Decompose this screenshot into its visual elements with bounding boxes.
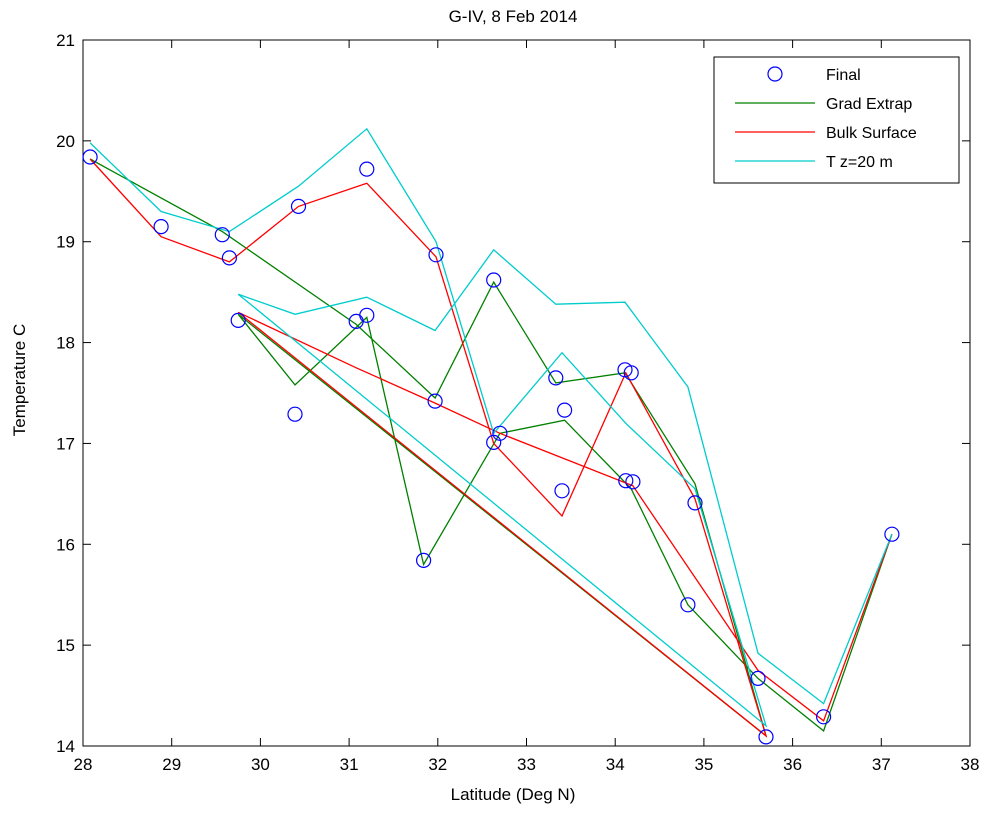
data-point — [884, 526, 900, 542]
data-point — [623, 365, 639, 381]
y-tick-label: 21 — [56, 31, 75, 50]
data-point — [230, 312, 246, 328]
data-point — [428, 247, 444, 263]
legend-marker — [767, 66, 783, 82]
x-tick-label: 30 — [251, 755, 270, 774]
data-point — [556, 402, 573, 418]
data-point — [214, 227, 230, 243]
y-tick-label: 14 — [56, 737, 75, 756]
data-point — [416, 552, 432, 569]
data-point — [486, 272, 502, 288]
x-tick-label: 36 — [783, 755, 802, 774]
x-tick-label: 34 — [606, 755, 625, 774]
data-point — [153, 219, 169, 235]
data-point — [750, 670, 766, 687]
data-point — [221, 250, 237, 266]
legend-label: Grad Extrap — [826, 96, 912, 113]
series-line — [89, 158, 893, 738]
legend-label: T z=20 m — [826, 154, 893, 171]
x-tick-label: 29 — [162, 755, 181, 774]
data-point — [359, 161, 375, 177]
legend: Final Grad Extrap Bulk Surface T z=20 m — [713, 56, 960, 184]
data-point — [287, 406, 303, 422]
x-tick-label: 35 — [694, 755, 713, 774]
legend-box — [713, 56, 960, 184]
data-point — [687, 495, 703, 511]
data-point — [625, 474, 641, 490]
data-point — [680, 597, 696, 613]
legend-label: Final — [826, 67, 861, 84]
y-tick-label: 17 — [56, 434, 75, 453]
x-tick-label: 31 — [340, 755, 359, 774]
x-axis-ticks: 28 29 30 31 32 33 34 35 36 37 38 — [74, 40, 980, 774]
data-point — [548, 370, 564, 386]
x-tick-label: 28 — [74, 755, 93, 774]
data-point — [554, 483, 570, 499]
legend-label: Bulk Surface — [826, 125, 917, 142]
y-tick-label: 18 — [56, 334, 75, 353]
data-point — [492, 425, 508, 441]
data-point — [427, 393, 443, 409]
chart-title: G-IV, 8 Feb 2014 — [449, 7, 578, 26]
y-axis-label: Temperature C — [10, 324, 29, 436]
series-layer — [82, 127, 900, 745]
y-tick-label: 16 — [56, 535, 75, 554]
data-point — [618, 473, 634, 489]
x-tick-label: 37 — [872, 755, 891, 774]
x-axis-label: Latitude (Deg N) — [451, 785, 576, 804]
y-tick-label: 19 — [56, 233, 75, 252]
x-tick-label: 38 — [961, 755, 980, 774]
data-point — [815, 709, 832, 725]
y-tick-label: 15 — [56, 636, 75, 655]
x-tick-label: 33 — [517, 755, 536, 774]
y-tick-label: 20 — [56, 132, 75, 151]
series-line — [89, 158, 893, 738]
data-point — [82, 149, 98, 165]
x-tick-label: 32 — [428, 755, 447, 774]
y-axis-ticks: 14 15 16 17 18 19 20 21 — [56, 31, 970, 756]
data-point — [290, 198, 307, 214]
series-line — [89, 127, 893, 728]
data-point — [359, 307, 375, 323]
data-point — [758, 729, 774, 745]
